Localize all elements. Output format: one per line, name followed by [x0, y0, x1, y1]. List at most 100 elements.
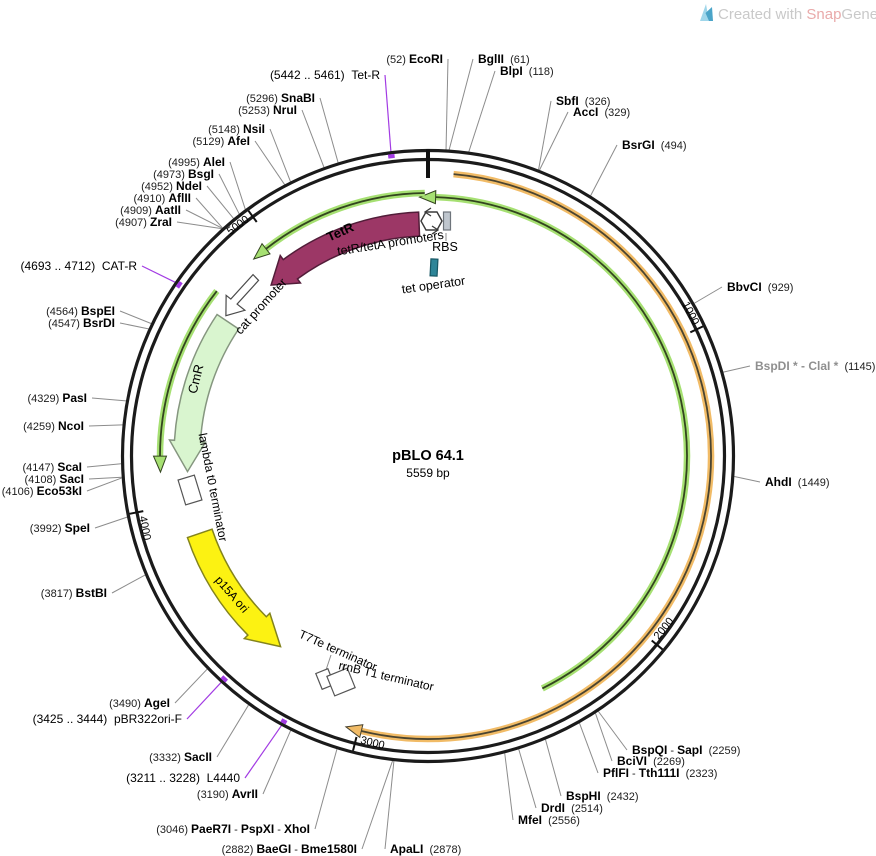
leader-line-bsphi	[545, 739, 562, 797]
primer-label-l4440[interactable]: (3211 .. 3228) L4440	[126, 771, 240, 785]
leader-line-blpi	[468, 70, 496, 152]
rrnb-t1-terminator-box[interactable]	[326, 667, 356, 697]
site-label-mfei[interactable]: MfeI (2556)	[518, 813, 580, 827]
site-label-bsrdi[interactable]: (4547) BsrDI	[48, 316, 115, 330]
feature-label-cmr-gene[interactable]: CmR	[185, 363, 207, 395]
site-label-bglii[interactable]: BglII (61)	[478, 52, 530, 66]
leader-line-nrui	[301, 109, 325, 168]
site-label-snabi[interactable]: (5296) SnaBI	[246, 91, 315, 105]
primer-label-cat-r[interactable]: (4693 .. 4712) CAT-R	[21, 259, 138, 273]
site-label-apali[interactable]: ApaLI (2878)	[390, 842, 461, 856]
site-label-avrii[interactable]: (3190) AvrII	[197, 787, 258, 801]
leader-line-sbfi	[538, 100, 552, 170]
cat-promoter-label[interactable]: cat promoter	[232, 276, 289, 338]
leader-line-l4440	[244, 723, 283, 779]
leader-line-pflfi-tth111i	[578, 722, 599, 774]
primer-span-l4440[interactable]	[280, 718, 288, 725]
leader-line-bbvci	[694, 286, 723, 304]
leader-line-drdi	[518, 749, 537, 809]
t7te-leader	[325, 654, 332, 671]
site-label-baegi-bme1580i[interactable]: (2882) BaeGI - Bme1580I	[222, 842, 357, 856]
teta-region-arc-centerline	[361, 173, 712, 740]
tick-4000	[129, 510, 144, 515]
site-label-nsii[interactable]: (5148) NsiI	[208, 122, 265, 136]
site-label-spei[interactable]: (3992) SpeI	[30, 521, 90, 535]
site-label-sbfi[interactable]: SbfI (326)	[556, 94, 610, 108]
site-label-bspei[interactable]: (4564) BspEI	[46, 304, 115, 318]
primer-label-tet-r[interactable]: (5442 .. 5461) Tet-R	[270, 68, 380, 82]
site-label-bspdi-clai[interactable]: BspDI * - ClaI * (1145)	[755, 359, 875, 373]
snapgene-logo-icon-dark	[705, 7, 713, 21]
site-label-pflfi-tth111i[interactable]: PflFI - Tth111I (2323)	[603, 766, 717, 780]
primer-span-cat-r[interactable]	[175, 280, 183, 289]
site-label-ecori[interactable]: (52) EcoRI	[386, 52, 443, 66]
lambda-t0-terminator-label[interactable]: lambda t0 terminator	[196, 432, 231, 543]
leader-line-eco53ki	[86, 477, 122, 492]
tet-operator-label[interactable]: tet operator	[401, 274, 466, 297]
snapgene-logo-icon	[700, 4, 709, 21]
leader-line-aflii	[195, 197, 223, 229]
feature-tetr-gene[interactable]	[270, 211, 421, 286]
site-label-ndei[interactable]: (4952) NdeI	[141, 179, 202, 193]
site-label-blpi[interactable]: BlpI (118)	[500, 64, 554, 78]
leader-line-ndei	[206, 185, 234, 219]
site-label-acci[interactable]: AccI (329)	[573, 105, 630, 119]
orf-arc-right[interactable]	[435, 193, 691, 692]
tick-label-1000: 1000	[679, 300, 701, 327]
primer-span-tet-r[interactable]	[387, 153, 395, 159]
site-label-drdi[interactable]: DrdI (2514)	[541, 801, 603, 815]
leader-line-ahdi	[734, 476, 761, 483]
backbone	[120, 148, 736, 764]
tick-2000	[651, 639, 664, 651]
site-label-aatii[interactable]: (4909) AatII	[120, 203, 181, 217]
leader-line-spei	[94, 516, 128, 529]
site-label-sacii[interactable]: (3332) SacII	[149, 750, 212, 764]
site-label-zrai[interactable]: (4907) ZraI	[115, 215, 172, 229]
site-label-bsgi[interactable]: (4973) BsgI	[153, 167, 214, 181]
lambda-t0-terminator-box[interactable]	[177, 474, 203, 506]
site-label-aflii[interactable]: (4910) AflII	[133, 191, 191, 205]
site-label-paer7i-pspxi-xhoi[interactable]: (3046) PaeR7I - PspXI - XhoI	[156, 822, 310, 836]
tet-operator-glyph[interactable]	[429, 258, 439, 277]
leader-line-avrii	[262, 730, 292, 795]
site-label-afei[interactable]: (5129) AfeI	[192, 134, 250, 148]
leader-line-apali	[384, 761, 395, 850]
leader-line-agei	[174, 668, 208, 704]
site-label-scai[interactable]: (4147) ScaI	[22, 460, 82, 474]
leader-line-bsrgi	[590, 144, 618, 196]
site-label-nrui[interactable]: (5253) NruI	[238, 103, 297, 117]
rbs-label[interactable]: RBS	[432, 240, 458, 254]
site-label-saci[interactable]: (4108) SacI	[24, 472, 84, 486]
leader-line-bglii	[448, 58, 474, 150]
leader-line-aatii	[185, 209, 223, 229]
site-label-alei[interactable]: (4995) AleI	[168, 155, 225, 169]
feature-cmr-gene[interactable]	[168, 313, 240, 474]
leader-line-bstbi	[111, 574, 146, 594]
primer-span-pbr322ori-f[interactable]	[220, 675, 229, 683]
site-label-agei[interactable]: (3490) AgeI	[109, 696, 170, 710]
site-label-bsrgi[interactable]: BsrGI (494)	[622, 138, 686, 152]
leader-line-baegi-bme1580i	[361, 760, 393, 850]
site-label-pasi[interactable]: (4329) PasI	[27, 391, 87, 405]
leader-line-tet-r	[384, 74, 392, 154]
site-label-bsphi[interactable]: BspHI (2432)	[566, 789, 639, 803]
cat-promoter-arrow[interactable]	[225, 273, 260, 317]
orf-arc-left-arrowhead	[152, 455, 168, 474]
leader-line-zrai	[176, 221, 222, 230]
site-label-bcivi[interactable]: BciVI (2269)	[617, 754, 685, 768]
tick-5000	[247, 210, 258, 223]
feature-p15a-ori[interactable]	[186, 528, 282, 648]
orf-arc-top-left-arrowhead	[252, 242, 271, 260]
site-label-bstbi[interactable]: (3817) BstBI	[41, 586, 107, 600]
rbs-glyph[interactable]	[442, 211, 452, 231]
site-label-ahdi[interactable]: AhdI (1449)	[765, 475, 830, 489]
primer-label-pbr322ori-f[interactable]: (3425 .. 3444) pBR322ori-F	[33, 712, 182, 726]
site-label-eco53ki[interactable]: (4106) Eco53kI	[2, 484, 82, 498]
plasmid-size: 5559 bp	[406, 466, 450, 480]
site-label-bspqi-sapi[interactable]: BspQI - SapI (2259)	[632, 743, 740, 757]
site-label-bbvci[interactable]: BbvCI (929)	[727, 280, 793, 294]
site-label-ncoi[interactable]: (4259) NcoI	[23, 419, 84, 433]
leader-line-ecori	[445, 58, 449, 150]
